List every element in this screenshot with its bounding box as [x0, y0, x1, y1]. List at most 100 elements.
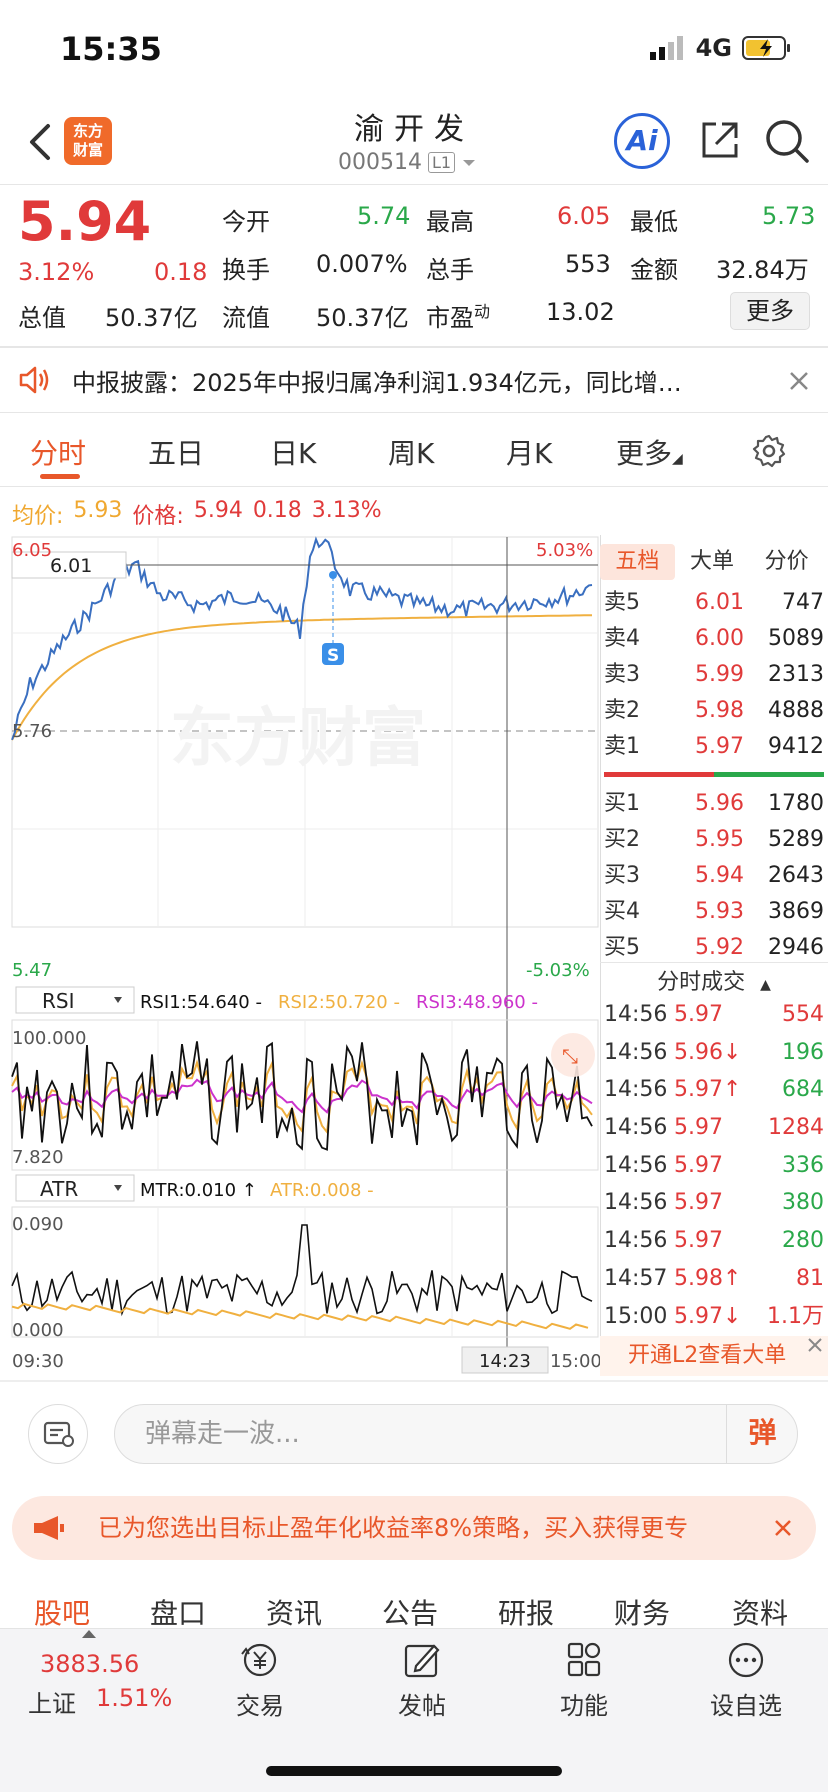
tab-big-order[interactable]: 大单 — [690, 549, 735, 574]
trade-list: 14:56 5.97 554 14:56 5.96↓ 196 14:56 5.97↑ 684 14… — [604, 996, 824, 1335]
ob-price: 5.95 — [695, 827, 744, 852]
ask-row[interactable]: 卖1 5.97 9412 — [604, 729, 824, 765]
subnav-news[interactable]: 资讯 — [266, 1597, 323, 1630]
trade-row[interactable]: 14:56 5.97 336 — [604, 1147, 824, 1185]
logo-line1: 东方 — [72, 122, 103, 140]
back-icon[interactable] — [26, 120, 56, 164]
stock-code-selector[interactable]: 000514 L1 — [338, 150, 477, 175]
status-time: 15:35 — [60, 30, 162, 68]
tab-price-dist[interactable]: 分价 — [764, 549, 809, 574]
bottom-trade[interactable]: 交易 — [200, 1640, 320, 1721]
ask-row[interactable]: 卖4 6.00 5089 — [604, 621, 824, 657]
bid-row[interactable]: 买3 5.94 2643 — [604, 858, 824, 894]
bottom-post[interactable]: 发帖 — [362, 1640, 482, 1721]
trade-row[interactable]: 14:56 5.97 380 — [604, 1184, 824, 1222]
price-line — [11, 536, 593, 741]
ob-price: 5.97 — [674, 1002, 723, 1027]
trade-row[interactable]: 14:56 5.97 1284 — [604, 1109, 824, 1147]
promo-banner[interactable]: 已为您选出目标止盈年化收益率8%策略，买入获得更专 — [12, 1496, 816, 1560]
high-value: 6.05 — [557, 202, 611, 230]
search-icon[interactable] — [764, 118, 810, 164]
app-logo[interactable]: 东方 财富 — [64, 117, 112, 165]
x-start-label: 09:30 — [12, 1351, 64, 1372]
trade-row[interactable]: 14:56 5.97↑ 684 — [604, 1071, 824, 1109]
amount-value: 32.84万 — [716, 256, 809, 284]
danmu-send-button[interactable]: 弹 — [726, 1404, 798, 1464]
header-divider — [0, 184, 828, 185]
tab-day-k[interactable]: 日K — [270, 437, 317, 470]
index-name[interactable]: 上证 — [28, 1690, 76, 1718]
tab-intraday[interactable]: 分时 — [30, 437, 87, 470]
ai-button[interactable]: Ai — [614, 113, 670, 169]
trade-row[interactable]: 14:57 5.98↑ 81 — [604, 1260, 824, 1298]
trade-row[interactable]: 14:56 5.96↓ 196 — [604, 1034, 824, 1072]
pct-bottom-label: -5.03% — [526, 960, 590, 981]
atr-label: ATR:0.008 - — [270, 1180, 374, 1201]
bid-row[interactable]: 买5 5.92 2946 — [604, 930, 824, 966]
home-indicator[interactable] — [266, 1766, 562, 1776]
rsi-select[interactable] — [15, 986, 135, 1014]
bid-row[interactable]: 买2 5.95 5289 — [604, 822, 824, 858]
tab-week-k[interactable]: 周K — [388, 437, 435, 470]
bottom-add-watchlist[interactable]: 设自选 — [686, 1640, 806, 1721]
subnav-guba[interactable]: 股吧 — [34, 1597, 91, 1630]
ob-label: 14:56 — [604, 1002, 668, 1027]
ob-price: 5.92 — [695, 935, 744, 960]
trades-header[interactable]: 分时成交 ▲ — [600, 964, 828, 996]
tabs-divider — [0, 486, 828, 487]
danmu-input[interactable]: 弹幕走一波... — [114, 1404, 798, 1464]
bid-row[interactable]: 买4 5.93 3869 — [604, 894, 824, 930]
price-label: 价格: — [132, 504, 184, 529]
trade-row[interactable]: 14:56 5.97 554 — [604, 996, 824, 1034]
subnav-finance[interactable]: 财务 — [614, 1597, 671, 1630]
ob-price: 5.97 — [695, 734, 744, 759]
bid-row[interactable]: 买1 5.96 1780 — [604, 786, 824, 822]
notice-bar[interactable]: 中报披露：2025年中报归属净利润1.934亿元，同比增… — [0, 350, 828, 410]
tab-five-day[interactable]: 五日 — [148, 437, 205, 470]
promo-close-icon[interactable] — [774, 1519, 792, 1537]
quote-more-button[interactable]: 更多 — [730, 292, 810, 330]
ob-vol: 5289 — [768, 827, 824, 852]
s-marker[interactable] — [322, 643, 344, 665]
share-icon[interactable] — [698, 118, 742, 162]
tab-level5[interactable]: 五档 — [600, 544, 675, 580]
ob-vol: 1780 — [768, 791, 824, 816]
danmu-settings-button[interactable] — [28, 1404, 88, 1464]
l2-close-icon[interactable] — [806, 1336, 824, 1354]
intraday-chart[interactable]: 东方财富 6.01 S 6.05 5.76 5.47 5.03% -5.03% … — [0, 535, 600, 1380]
subnav-pankou[interactable]: 盘口 — [150, 1597, 207, 1630]
index-value[interactable]: 3883.56 — [40, 1650, 140, 1678]
danmu-settings-icon — [43, 1421, 74, 1447]
atr-top-label: 0.090 — [12, 1214, 64, 1235]
ob-vol: 554 — [782, 1002, 824, 1027]
trade-row[interactable]: 14:56 5.97 280 — [604, 1222, 824, 1260]
ask-row[interactable]: 卖5 6.01 747 — [604, 585, 824, 621]
settings-gear-icon[interactable] — [752, 434, 786, 468]
y-mid-label: 5.76 — [12, 721, 52, 742]
atr-select[interactable] — [15, 1174, 135, 1202]
bottom-add-watchlist-label: 设自选 — [710, 1692, 782, 1720]
ob-vol: 336 — [782, 1152, 824, 1178]
trade-row[interactable]: 15:00 5.97↓ 1.1万 — [604, 1298, 824, 1336]
index-pct[interactable]: 1.51% — [96, 1684, 173, 1712]
ob-vol: 380 — [782, 1190, 824, 1216]
pct-top-label: 5.03% — [536, 540, 593, 561]
open-l2-banner[interactable]: 开通L2查看大单 — [600, 1336, 828, 1376]
tab-more[interactable]: 更多◢ — [616, 432, 683, 472]
ask-row[interactable]: 卖3 5.99 2313 — [604, 657, 824, 693]
close-icon[interactable] — [788, 370, 810, 392]
ask-row[interactable]: 卖2 5.98 4888 — [604, 693, 824, 729]
tab-month-k[interactable]: 月K — [506, 437, 553, 470]
ob-label: 卖3 — [604, 662, 640, 687]
grid-function-icon — [567, 1642, 601, 1677]
subnav-research[interactable]: 研报 — [498, 1597, 555, 1630]
subnav-profile[interactable]: 资料 — [732, 1597, 789, 1630]
bid-ask-bar-red — [604, 772, 714, 777]
cursor-time: 14:23 — [479, 1351, 531, 1372]
ob-label: 买2 — [604, 827, 640, 852]
orderbook-tabs: 五档 大单 分价 — [600, 544, 824, 580]
rsi-float-button[interactable] — [551, 1033, 595, 1077]
subnav-announcement[interactable]: 公告 — [382, 1597, 439, 1630]
ob-label: 14:56 — [604, 1152, 668, 1178]
bottom-function[interactable]: 功能 — [524, 1640, 644, 1721]
